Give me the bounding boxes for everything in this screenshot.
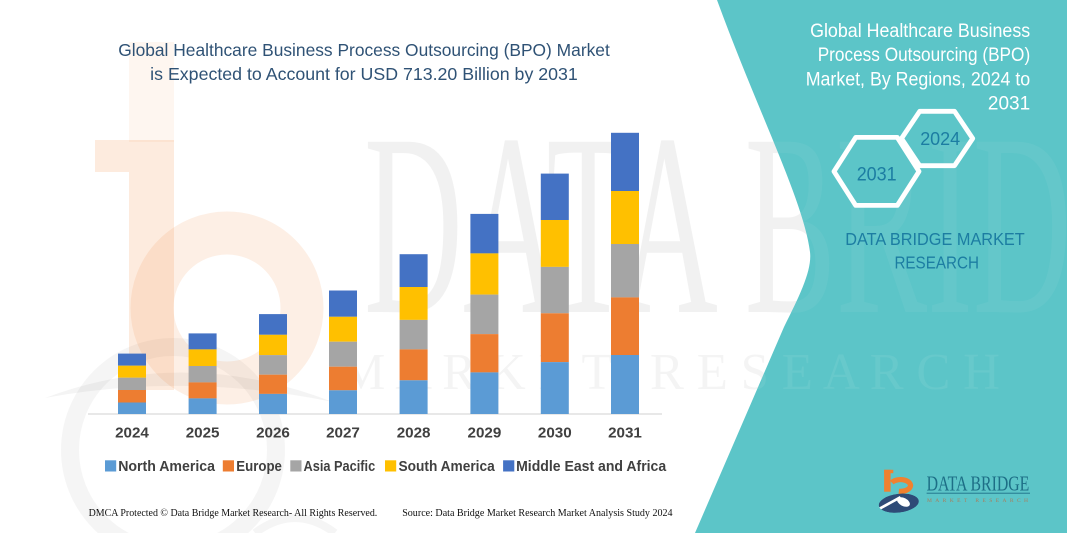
svg-text:DATA BRIDGE: DATA BRIDGE (927, 472, 1030, 496)
svg-text:Middle East and Africa: Middle East and Africa (516, 459, 667, 475)
svg-text:Global Healthcare Business: Global Healthcare Business (810, 21, 1030, 42)
svg-text:Global Healthcare Business Pro: Global Healthcare Business Process Outso… (118, 40, 610, 60)
svg-text:Europe: Europe (236, 459, 282, 475)
svg-text:is Expected to Account for USD: is Expected to Account for USD 713.20 Bi… (150, 64, 578, 84)
svg-text:MARKET RESEARCH: MARKET RESEARCH (927, 498, 1028, 504)
svg-text:DMCA Protected © Data Bridge M: DMCA Protected © Data Bridge Market Rese… (89, 508, 378, 519)
svg-text:2031: 2031 (988, 93, 1030, 114)
svg-text:Source: Data Bridge Market Res: Source: Data Bridge Market Research Mark… (402, 508, 672, 519)
svg-text:2031: 2031 (857, 164, 897, 185)
svg-text:2027: 2027 (326, 425, 360, 442)
svg-text:2025: 2025 (186, 425, 220, 442)
svg-text:2024: 2024 (920, 129, 960, 149)
svg-text:South America: South America (399, 459, 496, 475)
svg-text:North America: North America (118, 459, 216, 475)
svg-text:2031: 2031 (608, 425, 642, 442)
svg-text:Asia Pacific: Asia Pacific (304, 459, 376, 475)
svg-text:2024: 2024 (115, 425, 149, 442)
svg-text:2028: 2028 (397, 425, 431, 442)
svg-text:DATA BRIDGE MARKET: DATA BRIDGE MARKET (845, 229, 1025, 249)
svg-text:RESEARCH: RESEARCH (894, 253, 979, 273)
svg-text:2026: 2026 (256, 425, 290, 442)
svg-text:2030: 2030 (538, 425, 572, 442)
svg-text:Market, By Regions, 2024 to: Market, By Regions, 2024 to (806, 69, 1031, 90)
svg-text:Process Outsourcing (BPO): Process Outsourcing (BPO) (818, 45, 1031, 66)
svg-text:2029: 2029 (468, 425, 502, 442)
